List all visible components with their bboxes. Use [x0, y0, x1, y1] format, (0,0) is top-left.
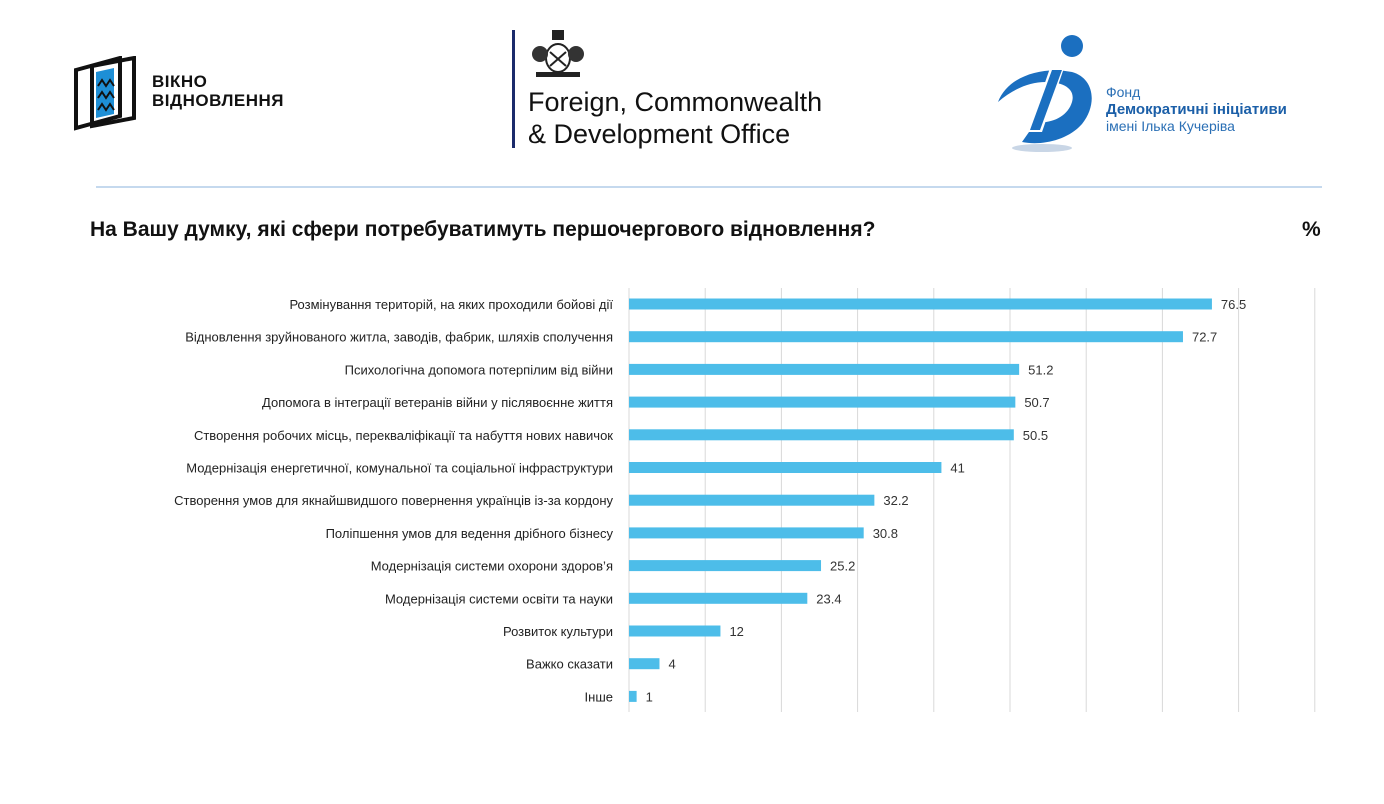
value-label: 72.7 [1192, 330, 1217, 345]
bar [629, 527, 864, 539]
category-label: Розмінування територій, на яких проходил… [289, 297, 613, 312]
chart-title: На Вашу думку, які сфери потребуватимуть… [90, 218, 876, 241]
bar-chart: Розмінування територій, на яких проходил… [174, 288, 1316, 712]
value-label: 51.2 [1028, 362, 1053, 377]
bar [629, 331, 1183, 343]
category-label: Модернізація системи охорони здоров’я [371, 559, 613, 574]
dif-line3: імені Ілька Кучеріва [1106, 118, 1235, 134]
dif-emblem-icon [998, 35, 1092, 152]
dif-line1: Фонд [1106, 84, 1141, 100]
bar [629, 560, 822, 572]
vikno-logo: ВІКНО ВІДНОВЛЕННЯ [74, 55, 334, 136]
royal-crest-icon [532, 30, 584, 77]
vikno-window-icon [74, 55, 136, 131]
value-label: 32.2 [883, 493, 908, 508]
category-label: Поліпшення умов для ведення дрібного біз… [326, 526, 614, 541]
value-label: 25.2 [830, 559, 855, 574]
fcdo-line1: Foreign, Commonwealth [528, 87, 823, 117]
dif-line2: Демократичні ініціативи [1106, 101, 1287, 118]
category-label: Створення робочих місць, перекваліфікаці… [194, 428, 613, 443]
category-label: Інше [585, 689, 613, 704]
fcdo-logo: Foreign, Commonwealth & Development Offi… [512, 28, 892, 158]
value-label: 30.8 [873, 526, 898, 541]
fcdo-wordmark: Foreign, Commonwealth & Development Offi… [528, 86, 822, 150]
bar [629, 462, 942, 473]
bar-layer: Розмінування територій, на яких проходил… [174, 297, 1246, 704]
value-label: 12 [729, 624, 743, 639]
category-label: Відновлення зруйнованого житла, заводів,… [185, 330, 613, 345]
fcdo-divider-bar [512, 30, 515, 148]
vikno-line2: ВІДНОВЛЕННЯ [152, 91, 285, 110]
value-label: 41 [950, 461, 964, 476]
category-label: Модернізація енергетичної, комунальної т… [186, 461, 613, 476]
value-label: 50.7 [1024, 395, 1049, 410]
unit-label: % [1302, 218, 1321, 241]
vikno-wordmark: ВІКНО ВІДНОВЛЕННЯ [152, 72, 284, 110]
value-label: 50.5 [1023, 428, 1048, 443]
category-label: Важко сказати [526, 657, 613, 672]
bar [629, 658, 660, 670]
value-label: 23.4 [816, 591, 841, 606]
value-label: 76.5 [1221, 297, 1246, 312]
bar [629, 494, 875, 506]
category-label: Психологічна допомога потерпілим від вій… [345, 362, 613, 377]
bar [629, 298, 1212, 310]
grid-layer [628, 288, 1316, 712]
category-label: Модернізація системи освіти та науки [385, 591, 613, 606]
dif-logo: Фонд Демократичні ініціативи імені Ілька… [990, 32, 1330, 162]
bar [629, 363, 1020, 375]
vikno-line1: ВІКНО [152, 72, 208, 91]
category-label: Створення умов для якнайшвидшого поверне… [174, 493, 613, 508]
bar [629, 592, 808, 604]
bar [629, 625, 721, 637]
dif-wordmark: Фонд Демократичні ініціативи імені Ілька… [1106, 84, 1287, 135]
bar [629, 429, 1014, 441]
header-divider [96, 186, 1322, 188]
value-label: 1 [646, 689, 653, 704]
category-label: Допомога в інтеграції ветеранів війни у … [262, 395, 613, 410]
bar [629, 690, 637, 702]
value-label: 4 [668, 657, 675, 672]
category-label: Розвиток культури [503, 624, 613, 639]
fcdo-line2: & Development Office [528, 119, 791, 149]
bar [629, 396, 1016, 408]
